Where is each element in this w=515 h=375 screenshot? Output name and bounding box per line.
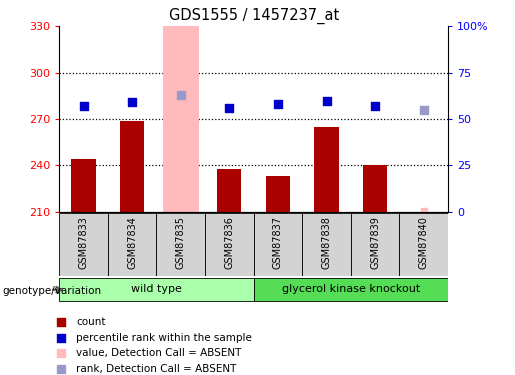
Bar	[400, 213, 448, 276]
Bar	[108, 213, 157, 276]
Text: GSM87835: GSM87835	[176, 216, 186, 269]
Bar	[253, 213, 302, 276]
Bar	[157, 213, 205, 276]
Text: value, Detection Call = ABSENT: value, Detection Call = ABSENT	[76, 348, 242, 358]
Point	[322, 98, 331, 104]
Text: GSM87839: GSM87839	[370, 216, 380, 269]
Text: glycerol kinase knockout: glycerol kinase knockout	[282, 284, 420, 294]
Point	[420, 107, 428, 113]
Bar	[205, 213, 253, 276]
Text: GSM87833: GSM87833	[78, 216, 89, 269]
Bar	[266, 176, 290, 212]
Title: GDS1555 / 1457237_at: GDS1555 / 1457237_at	[168, 7, 339, 24]
Bar	[302, 213, 351, 276]
Point	[57, 334, 65, 340]
Point	[57, 366, 65, 372]
Point	[128, 99, 136, 105]
Text: GSM87834: GSM87834	[127, 216, 137, 269]
Text: GSM87836: GSM87836	[225, 216, 234, 269]
Text: GSM87840: GSM87840	[419, 216, 429, 269]
Point	[57, 350, 65, 356]
Point	[371, 103, 379, 109]
Text: wild type: wild type	[131, 284, 182, 294]
Point	[57, 319, 65, 325]
Text: genotype/variation: genotype/variation	[3, 286, 101, 296]
Point	[177, 92, 185, 98]
Bar	[314, 127, 339, 212]
Point	[79, 103, 88, 109]
Bar	[351, 213, 400, 276]
Bar	[59, 278, 253, 301]
Bar	[217, 169, 242, 212]
Text: GSM87838: GSM87838	[321, 216, 332, 269]
Bar	[120, 121, 144, 212]
Point	[274, 101, 282, 107]
Text: count: count	[76, 317, 106, 327]
Bar	[253, 278, 448, 301]
Bar	[59, 213, 108, 276]
Point	[420, 208, 428, 214]
Bar	[163, 26, 199, 212]
Text: rank, Detection Call = ABSENT: rank, Detection Call = ABSENT	[76, 364, 237, 374]
Bar	[363, 165, 387, 212]
Bar	[72, 159, 96, 212]
Text: GSM87837: GSM87837	[273, 216, 283, 269]
Text: percentile rank within the sample: percentile rank within the sample	[76, 333, 252, 343]
Point	[225, 105, 233, 111]
